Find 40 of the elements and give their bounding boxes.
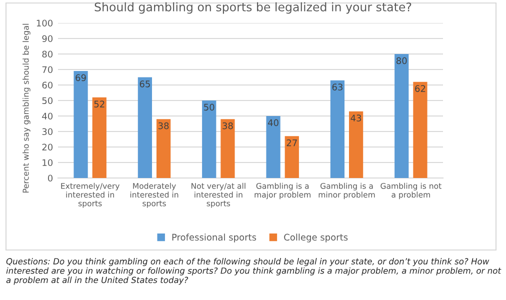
bar [220, 119, 235, 178]
data-label: 27 [286, 139, 297, 146]
data-label: 69 [76, 74, 86, 82]
chart-title: Should gambling on sports be legalized in your state? [94, 2, 412, 14]
bar [202, 100, 216, 178]
legend-label: College sports [284, 234, 348, 242]
bar [394, 54, 409, 178]
y-tick-label: 80 [42, 50, 53, 58]
data-label: 80 [396, 57, 407, 64]
bar [348, 111, 364, 178]
data-label: 43 [350, 114, 362, 122]
data-label: 40 [268, 119, 278, 126]
legend-label: Professional sports [172, 234, 256, 242]
bar [138, 77, 152, 178]
y-tick-label: 60 [42, 82, 53, 89]
data-label: 62 [415, 85, 426, 92]
y-tick-label: 70 [42, 66, 53, 74]
bar [156, 119, 171, 178]
data-label: 38 [158, 122, 169, 130]
bar [330, 80, 345, 178]
data-label: 63 [332, 84, 342, 90]
bar [266, 116, 280, 178]
data-label: 38 [222, 122, 233, 130]
bar [74, 71, 88, 178]
text: Questions: Do you think gambling on each of the following should be legal in your state, or don’t you think so? How interested are you in watching or following sports? Do you think gambling is a major problem, a minor problem, or not a problem at all in the United States today? [6, 258, 502, 285]
y-tick-label: 50 [42, 97, 53, 104]
data-label: 52 [94, 100, 104, 108]
y-axis-title: Percent who say gambling should be legal [22, 24, 30, 193]
bar [413, 82, 428, 178]
y-tick-label: 90 [42, 35, 53, 42]
data-label: 50 [204, 104, 214, 111]
y-tick-label: 100 [36, 20, 53, 27]
y-tick-label: 40 [42, 112, 53, 120]
y-tick-label: 0 [48, 174, 53, 182]
y-tick-label: 10 [42, 159, 53, 166]
data-label: 65 [140, 80, 150, 88]
bar [284, 136, 299, 178]
y-tick-label: 20 [42, 144, 53, 151]
y-tick-label: 30 [42, 128, 53, 136]
bar [92, 97, 106, 178]
